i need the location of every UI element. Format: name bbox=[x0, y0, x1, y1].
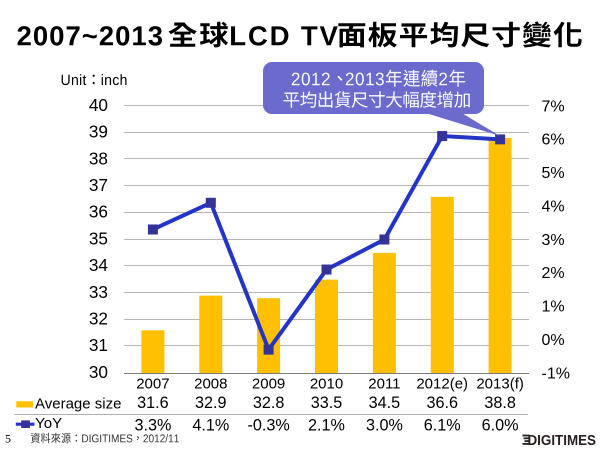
svg-text:31.6: 31.6 bbox=[137, 394, 169, 412]
svg-text:6.0%: 6.0% bbox=[482, 416, 519, 434]
svg-text:2%: 2% bbox=[542, 265, 565, 282]
svg-text:2011: 2011 bbox=[368, 375, 400, 392]
svg-text:39: 39 bbox=[89, 122, 108, 142]
svg-text:-1%: -1% bbox=[542, 365, 570, 382]
svg-text:40: 40 bbox=[89, 95, 108, 115]
svg-text:33.5: 33.5 bbox=[311, 394, 343, 412]
svg-text:36.6: 36.6 bbox=[426, 394, 458, 412]
svg-text:2.1%: 2.1% bbox=[308, 416, 345, 434]
svg-text:32.8: 32.8 bbox=[253, 394, 285, 412]
svg-text:5: 5 bbox=[5, 432, 11, 446]
svg-text:34: 34 bbox=[89, 255, 109, 275]
svg-text:5%: 5% bbox=[542, 165, 565, 182]
svg-text:2009: 2009 bbox=[252, 375, 285, 392]
svg-text:3.3%: 3.3% bbox=[134, 416, 171, 434]
svg-text:36: 36 bbox=[89, 202, 108, 222]
svg-text:31: 31 bbox=[89, 335, 108, 355]
svg-text:1%: 1% bbox=[542, 299, 565, 316]
svg-text:2010: 2010 bbox=[310, 375, 343, 392]
svg-text:7%: 7% bbox=[542, 98, 565, 115]
svg-text:YoY: YoY bbox=[35, 415, 62, 432]
svg-text:38: 38 bbox=[89, 148, 108, 168]
svg-text:3%: 3% bbox=[542, 232, 565, 249]
svg-text:30: 30 bbox=[89, 362, 108, 382]
svg-text:6%: 6% bbox=[542, 132, 565, 149]
svg-text:Average size: Average size bbox=[35, 396, 121, 413]
svg-text:4.1%: 4.1% bbox=[192, 416, 229, 434]
svg-text:DIGITIMES: DIGITIMES bbox=[528, 432, 597, 449]
svg-text:35: 35 bbox=[89, 228, 108, 248]
svg-text:0%: 0% bbox=[542, 332, 565, 349]
svg-text:32.9: 32.9 bbox=[195, 394, 227, 412]
svg-text:3.0%: 3.0% bbox=[366, 416, 403, 434]
svg-text:38.8: 38.8 bbox=[484, 394, 516, 412]
svg-text:37: 37 bbox=[89, 175, 108, 195]
svg-text:4%: 4% bbox=[542, 198, 565, 215]
svg-text:34.5: 34.5 bbox=[369, 394, 401, 412]
svg-text:6.1%: 6.1% bbox=[424, 416, 461, 434]
svg-text:2013(f): 2013(f) bbox=[476, 375, 524, 392]
svg-text:32: 32 bbox=[89, 309, 108, 329]
svg-text:2007: 2007 bbox=[136, 375, 169, 392]
svg-text:33: 33 bbox=[89, 282, 108, 302]
svg-text:2008: 2008 bbox=[194, 375, 227, 392]
svg-text:2012(e): 2012(e) bbox=[416, 375, 468, 392]
svg-text:-0.3%: -0.3% bbox=[247, 416, 289, 434]
